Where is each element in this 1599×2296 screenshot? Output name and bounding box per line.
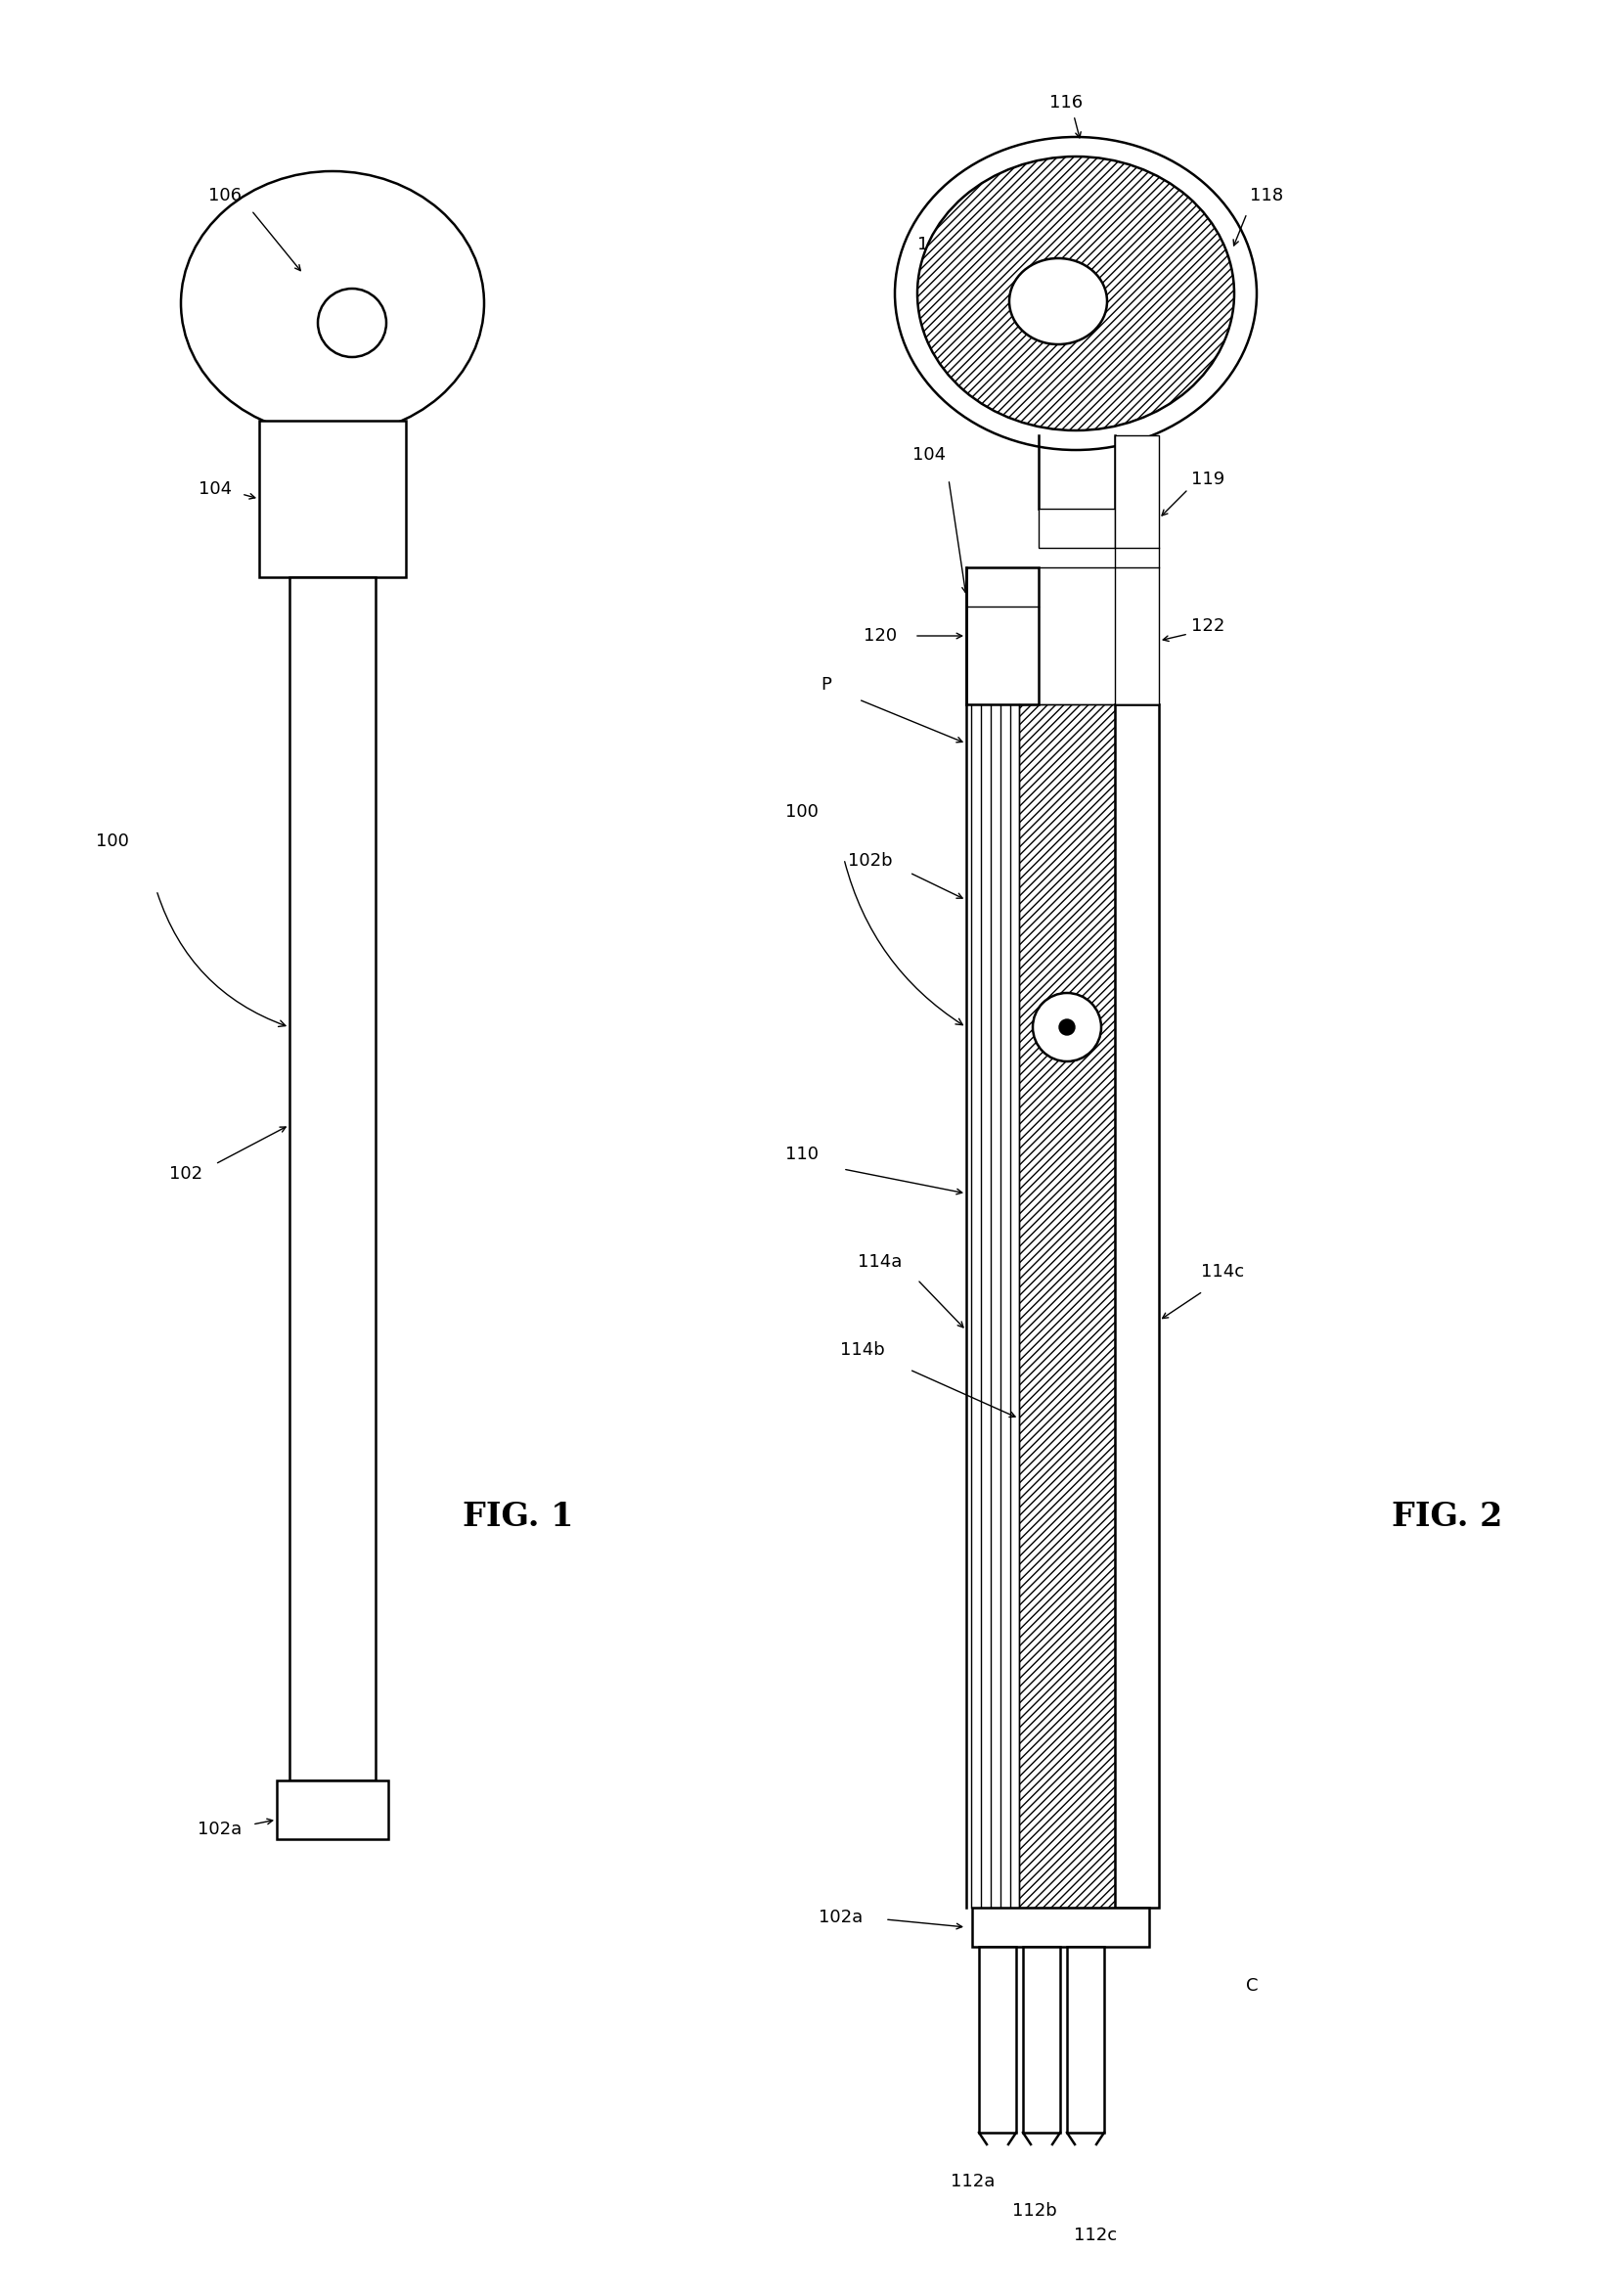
- Text: 112b: 112b: [1012, 2202, 1057, 2220]
- Bar: [259, 420, 406, 576]
- Bar: [1115, 436, 1159, 705]
- Bar: [966, 567, 1039, 705]
- Bar: [979, 1947, 1015, 2133]
- Bar: [1067, 1947, 1105, 2133]
- Circle shape: [1033, 992, 1102, 1061]
- Bar: [1039, 510, 1115, 549]
- Bar: [972, 1908, 1150, 1947]
- Text: 106: 106: [208, 186, 241, 204]
- Text: P: P: [820, 675, 831, 693]
- Text: 114b: 114b: [839, 1341, 884, 1359]
- Text: C: C: [1246, 1977, 1258, 1995]
- Text: 114c: 114c: [1201, 1263, 1244, 1281]
- Ellipse shape: [918, 156, 1234, 429]
- Bar: [277, 1779, 389, 1839]
- Text: 100: 100: [785, 804, 819, 820]
- Text: 122: 122: [1191, 618, 1225, 636]
- Bar: [1023, 1947, 1060, 2133]
- Circle shape: [318, 289, 387, 358]
- Text: 104: 104: [913, 445, 945, 464]
- Text: 110: 110: [785, 1146, 819, 1164]
- Text: 100: 100: [96, 833, 130, 850]
- Text: 102b: 102b: [847, 852, 892, 870]
- Ellipse shape: [895, 138, 1257, 450]
- Bar: [289, 576, 376, 1779]
- Text: 102a: 102a: [198, 1821, 241, 1839]
- Text: 102a: 102a: [819, 1908, 863, 1926]
- Text: 114a: 114a: [859, 1254, 902, 1270]
- Circle shape: [1059, 1019, 1075, 1035]
- Text: 116: 116: [1049, 94, 1083, 113]
- Text: FIG. 2: FIG. 2: [1393, 1499, 1503, 1531]
- Text: FIG. 1: FIG. 1: [462, 1499, 574, 1531]
- Text: 118: 118: [1250, 186, 1282, 204]
- Text: 112a: 112a: [951, 2172, 995, 2190]
- Text: 104: 104: [198, 480, 232, 498]
- Bar: [1115, 705, 1159, 1908]
- Ellipse shape: [181, 172, 484, 436]
- Text: 119: 119: [1191, 471, 1225, 489]
- Text: 117: 117: [918, 236, 951, 253]
- Text: 102: 102: [169, 1164, 203, 1182]
- Bar: [1019, 705, 1115, 1908]
- Text: 120: 120: [863, 627, 897, 645]
- Text: 112c: 112c: [1075, 2227, 1118, 2243]
- Ellipse shape: [1009, 257, 1107, 344]
